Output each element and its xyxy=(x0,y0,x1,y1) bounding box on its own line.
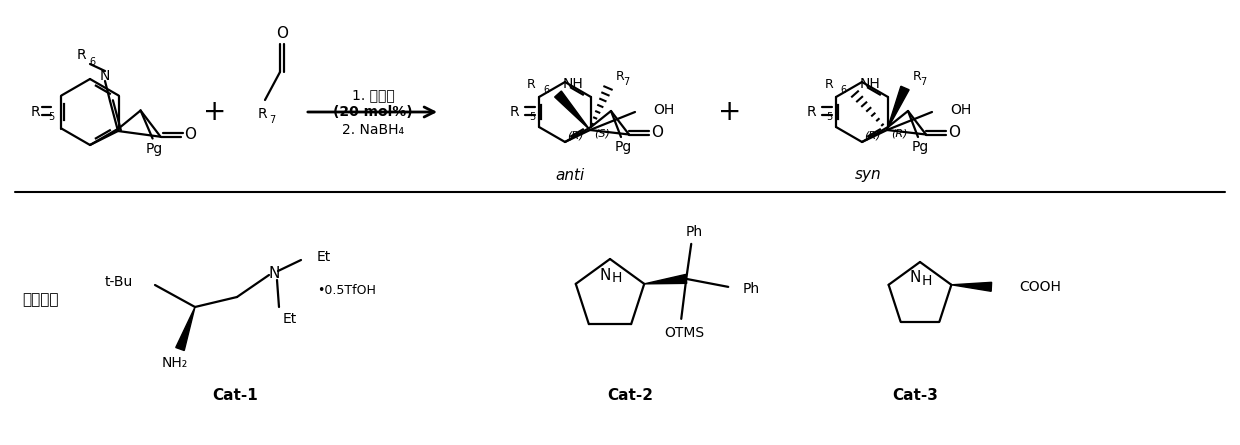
Text: N: N xyxy=(99,69,110,83)
Text: 5: 5 xyxy=(826,112,832,122)
Text: Ph: Ph xyxy=(686,225,703,239)
Text: (R): (R) xyxy=(567,131,583,141)
Text: R: R xyxy=(76,48,86,62)
Text: 7: 7 xyxy=(622,77,629,87)
Text: Cat-3: Cat-3 xyxy=(892,388,937,402)
Polygon shape xyxy=(887,86,909,130)
Polygon shape xyxy=(951,282,992,291)
Text: Pg: Pg xyxy=(614,140,631,154)
Text: R: R xyxy=(257,107,267,121)
Text: OTMS: OTMS xyxy=(665,326,704,340)
Text: syn: syn xyxy=(854,167,882,182)
Text: 6: 6 xyxy=(89,57,95,67)
Text: Pg: Pg xyxy=(911,140,929,154)
Text: O: O xyxy=(949,125,960,140)
Text: R: R xyxy=(527,77,536,90)
Text: COOH: COOH xyxy=(1019,280,1061,294)
Text: Cat-1: Cat-1 xyxy=(212,388,258,402)
Text: NH: NH xyxy=(563,77,584,91)
Text: H: H xyxy=(611,271,622,285)
Text: R: R xyxy=(825,77,833,90)
Text: 1. 催化剂: 1. 催化剂 xyxy=(352,88,394,102)
Text: NH: NH xyxy=(861,77,880,91)
Text: (R): (R) xyxy=(890,129,908,139)
Polygon shape xyxy=(554,91,590,130)
Text: R: R xyxy=(913,69,921,82)
Text: Cat-2: Cat-2 xyxy=(608,388,653,402)
Text: R: R xyxy=(616,69,625,82)
Text: +: + xyxy=(203,98,227,126)
Text: N: N xyxy=(268,266,280,280)
Polygon shape xyxy=(645,275,687,284)
Text: OH: OH xyxy=(653,103,675,117)
Text: O: O xyxy=(185,127,197,142)
Text: N: N xyxy=(909,271,920,286)
Text: N: N xyxy=(599,267,610,283)
Text: 6: 6 xyxy=(839,85,846,95)
Text: 5: 5 xyxy=(48,112,55,122)
Text: Ph: Ph xyxy=(743,282,759,296)
Text: 催化剂：: 催化剂： xyxy=(22,292,58,307)
Text: •0.5TfOH: •0.5TfOH xyxy=(317,283,376,296)
Text: 6: 6 xyxy=(543,85,549,95)
Text: Pg: Pg xyxy=(146,142,164,155)
Text: OH: OH xyxy=(950,103,971,117)
Text: O: O xyxy=(277,27,288,41)
Text: 5: 5 xyxy=(529,112,536,122)
Text: NH₂: NH₂ xyxy=(162,356,188,370)
Text: +: + xyxy=(718,98,742,126)
Polygon shape xyxy=(176,307,195,351)
Text: anti: anti xyxy=(556,167,584,182)
Text: H: H xyxy=(921,274,932,288)
Text: R: R xyxy=(510,105,520,119)
Text: R: R xyxy=(806,105,816,119)
Text: t-Bu: t-Bu xyxy=(104,275,133,289)
Text: O: O xyxy=(651,125,663,140)
Text: Et: Et xyxy=(283,312,298,326)
Text: (S): (S) xyxy=(594,129,610,139)
Text: (R): (R) xyxy=(864,131,880,141)
Text: 2. NaBH₄: 2. NaBH₄ xyxy=(342,123,404,137)
Text: Et: Et xyxy=(317,250,331,264)
Text: 7: 7 xyxy=(920,77,926,87)
Text: (20 mol%): (20 mol%) xyxy=(334,105,413,119)
Text: R: R xyxy=(30,105,40,119)
Text: 7: 7 xyxy=(269,115,275,125)
